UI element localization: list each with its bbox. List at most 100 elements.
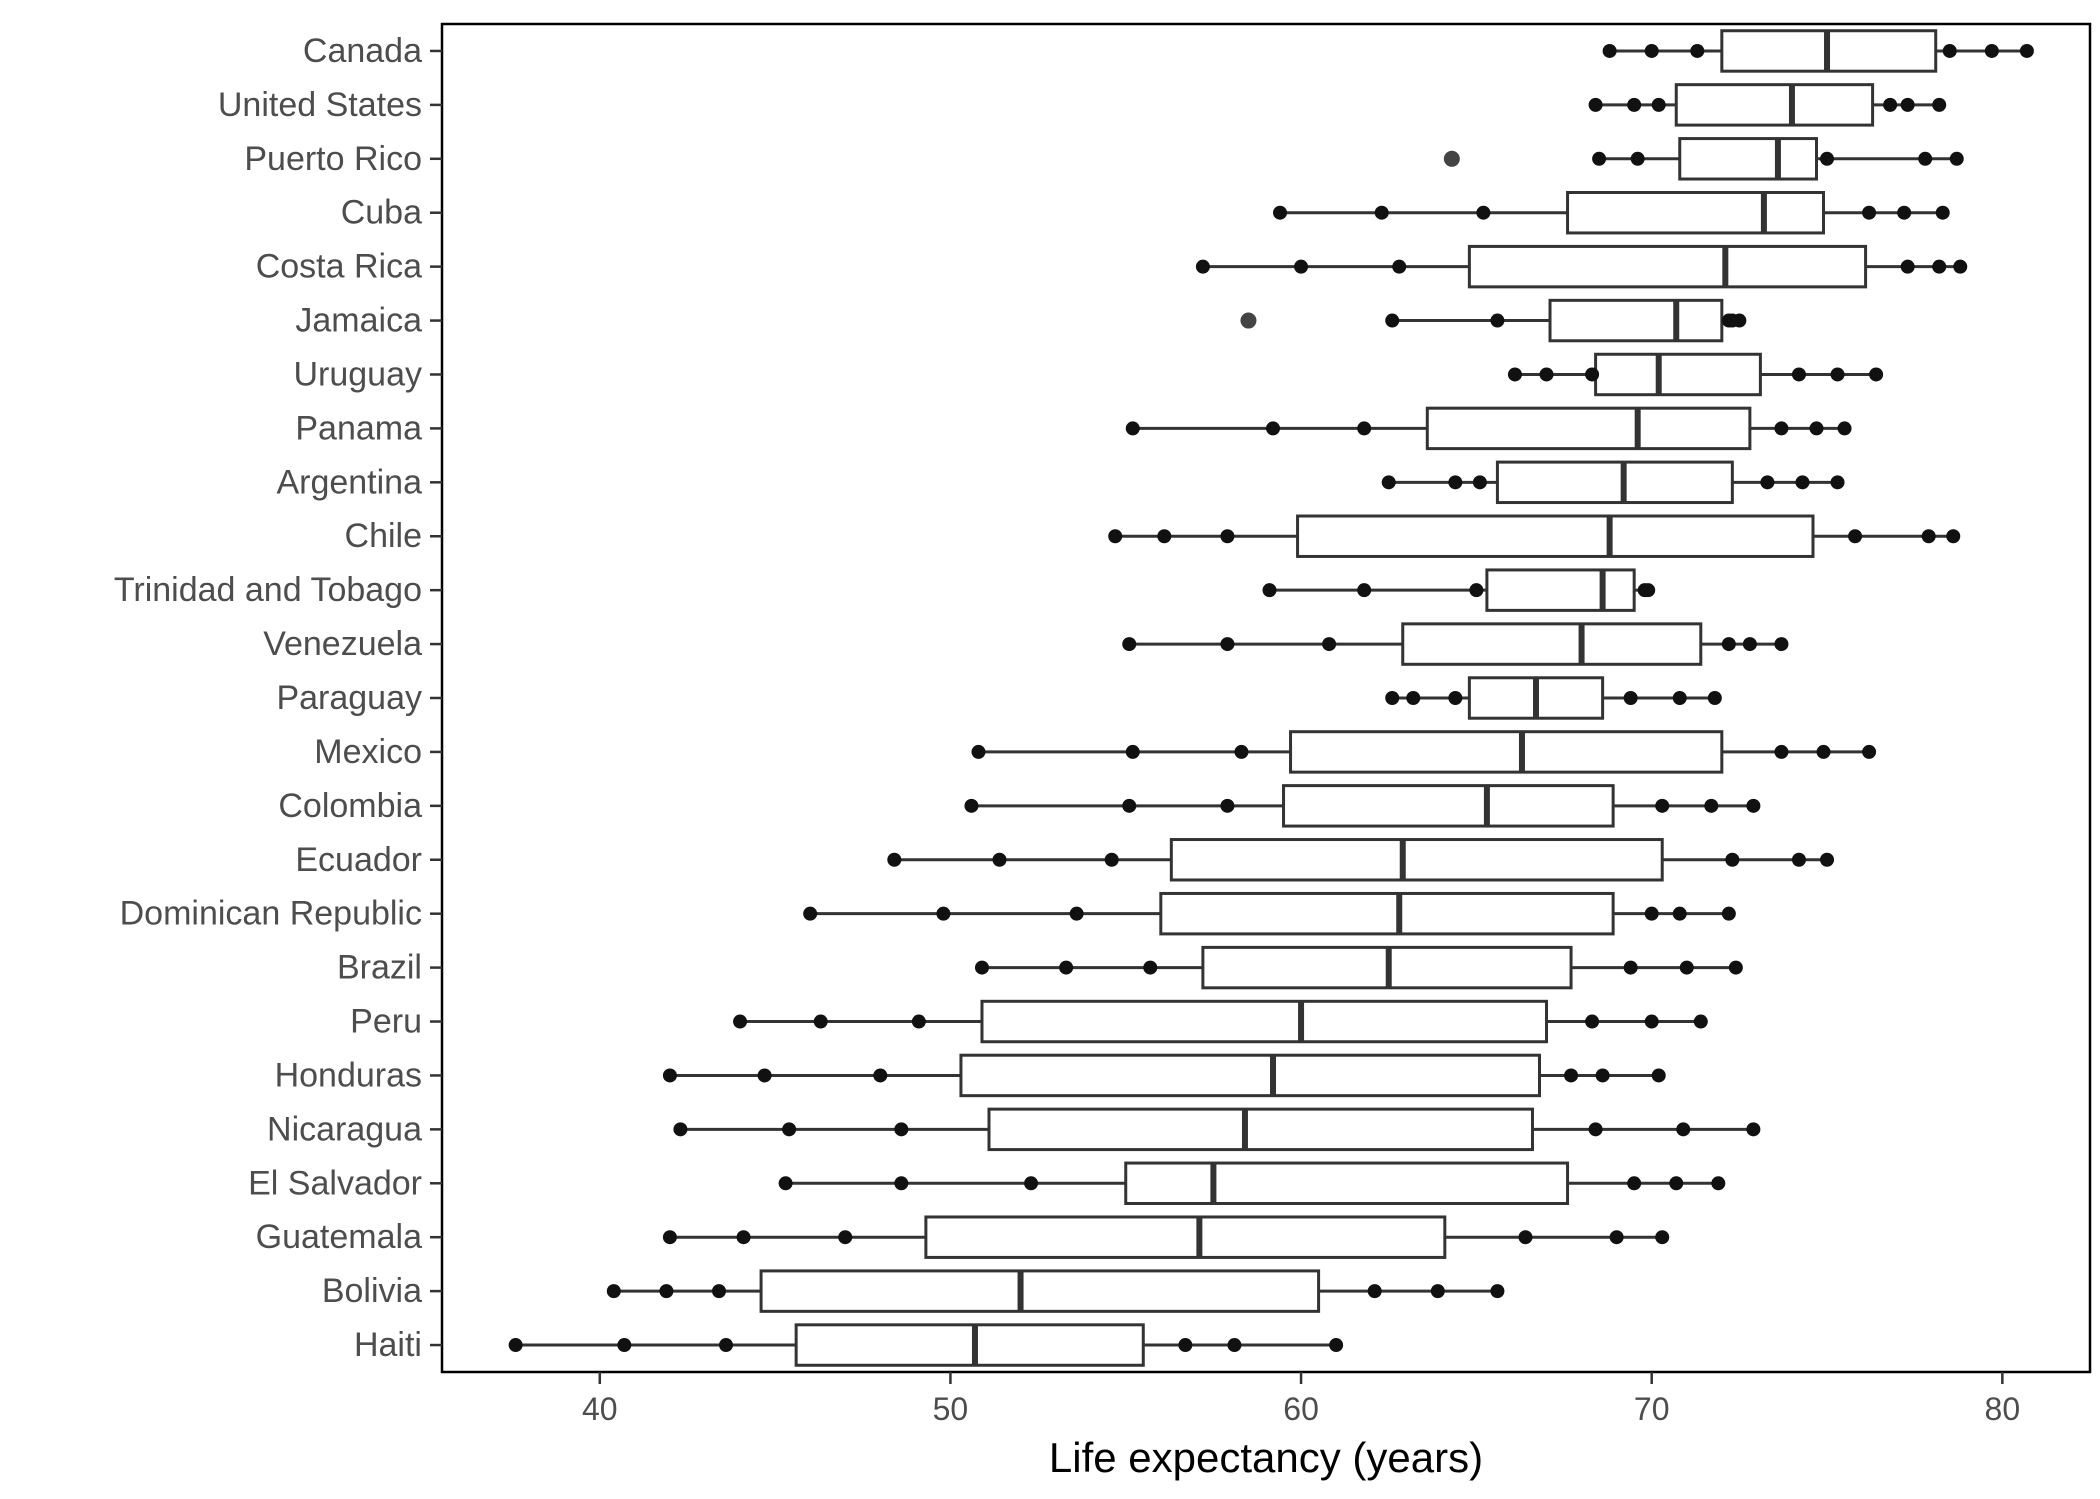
y-tick-label: Brazil <box>337 949 422 987</box>
y-tick-label: El Salvador <box>248 1164 422 1202</box>
data-point <box>1732 313 1747 328</box>
data-point <box>1704 798 1719 813</box>
data-point <box>1266 421 1281 436</box>
iqr-box <box>1594 352 1762 397</box>
data-point <box>659 1284 674 1299</box>
y-tick-label: Chile <box>345 517 422 555</box>
data-point <box>1234 744 1249 759</box>
data-point <box>1651 1068 1666 1083</box>
data-point <box>719 1338 734 1353</box>
data-point <box>1122 798 1137 813</box>
data-point <box>1644 43 1659 58</box>
box-group <box>673 1107 1761 1152</box>
box-group <box>1273 191 1950 235</box>
x-axis-title: Life expectancy (years) <box>1049 1434 1483 1481</box>
data-point <box>1385 313 1400 328</box>
data-point <box>1381 475 1396 490</box>
data-point <box>1472 475 1487 490</box>
data-point <box>508 1338 523 1353</box>
data-point <box>1672 906 1687 921</box>
data-point <box>1791 367 1806 382</box>
y-tick-label: Bolivia <box>322 1272 422 1310</box>
data-point <box>1721 906 1736 921</box>
data-point <box>1932 259 1947 274</box>
data-point <box>1195 259 1210 274</box>
iqr-box <box>1467 244 1868 289</box>
data-point <box>1448 691 1463 705</box>
data-point <box>1935 205 1950 220</box>
y-axis: Canada United States Puerto Rico Cuba Costa … <box>114 32 442 1364</box>
data-point <box>1367 1284 1382 1299</box>
y-tick-label: Panama <box>295 409 422 447</box>
data-point <box>782 1122 797 1137</box>
data-point <box>1262 583 1277 598</box>
y-tick-label: Trinidad and Tobago <box>114 571 422 609</box>
box-group <box>733 999 1708 1044</box>
data-point <box>1795 475 1810 490</box>
data-point <box>1816 744 1831 759</box>
data-point <box>1669 1176 1684 1191</box>
data-point <box>894 1176 909 1191</box>
data-point <box>1984 43 1999 58</box>
box-group <box>606 1269 1505 1313</box>
iqr-box <box>1425 406 1752 451</box>
iqr-box <box>1548 298 1724 343</box>
iqr-box <box>924 1215 1447 1259</box>
y-tick-label: Paraguay <box>276 679 422 717</box>
data-point <box>1623 691 1638 705</box>
box-group <box>1443 137 1964 181</box>
data-point <box>813 1014 828 1029</box>
data-point <box>1108 529 1123 544</box>
data-point <box>1641 583 1656 598</box>
data-point <box>1564 1068 1579 1083</box>
data-point <box>1918 151 1933 166</box>
y-tick-label: Guatemala <box>256 1218 422 1256</box>
data-point <box>1585 367 1600 382</box>
data-point <box>1711 1176 1726 1191</box>
box-group <box>1240 298 1747 343</box>
data-point <box>1862 205 1877 220</box>
data-point <box>1469 583 1484 598</box>
data-point <box>1900 97 1915 112</box>
box-group <box>778 1161 1726 1206</box>
data-point <box>1430 1284 1445 1299</box>
data-point <box>1602 43 1617 58</box>
data-point <box>712 1284 727 1299</box>
data-point <box>1679 960 1694 975</box>
data-point <box>1143 960 1158 975</box>
y-tick-label: Nicaragua <box>267 1110 422 1148</box>
data-point <box>1949 151 1964 166</box>
data-point <box>1588 1122 1603 1137</box>
data-point <box>757 1068 772 1083</box>
data-point <box>1220 529 1235 544</box>
iqr-box <box>987 1107 1534 1152</box>
y-tick-label: Honduras <box>275 1056 422 1094</box>
data-point <box>1900 259 1915 274</box>
x-tick-label: 70 <box>1634 1391 1670 1427</box>
iqr-box <box>1159 891 1615 936</box>
data-point <box>1595 1068 1610 1083</box>
data-point <box>1809 421 1824 436</box>
box-group <box>803 891 1736 936</box>
data-point <box>1627 97 1642 112</box>
x-axis: 40 50 60 70 80 <box>582 1372 2020 1427</box>
outlier-point <box>1443 150 1460 167</box>
data-point <box>1746 1122 1761 1137</box>
data-point <box>1220 798 1235 813</box>
data-point <box>887 852 902 867</box>
data-point <box>1476 205 1491 220</box>
data-point <box>1869 367 1884 382</box>
iqr-box <box>1495 460 1734 505</box>
data-point <box>1774 744 1789 759</box>
data-point <box>1644 906 1659 921</box>
x-tick-label: 80 <box>1985 1391 2021 1427</box>
data-point <box>1592 151 1607 166</box>
y-tick-label: Haiti <box>354 1326 422 1364</box>
data-point <box>1791 852 1806 867</box>
data-point <box>1760 475 1775 490</box>
data-point <box>1322 637 1337 652</box>
box-group <box>1507 352 1884 397</box>
data-point <box>1178 1338 1193 1353</box>
data-point <box>1707 691 1722 705</box>
y-tick-label: Uruguay <box>293 355 422 393</box>
